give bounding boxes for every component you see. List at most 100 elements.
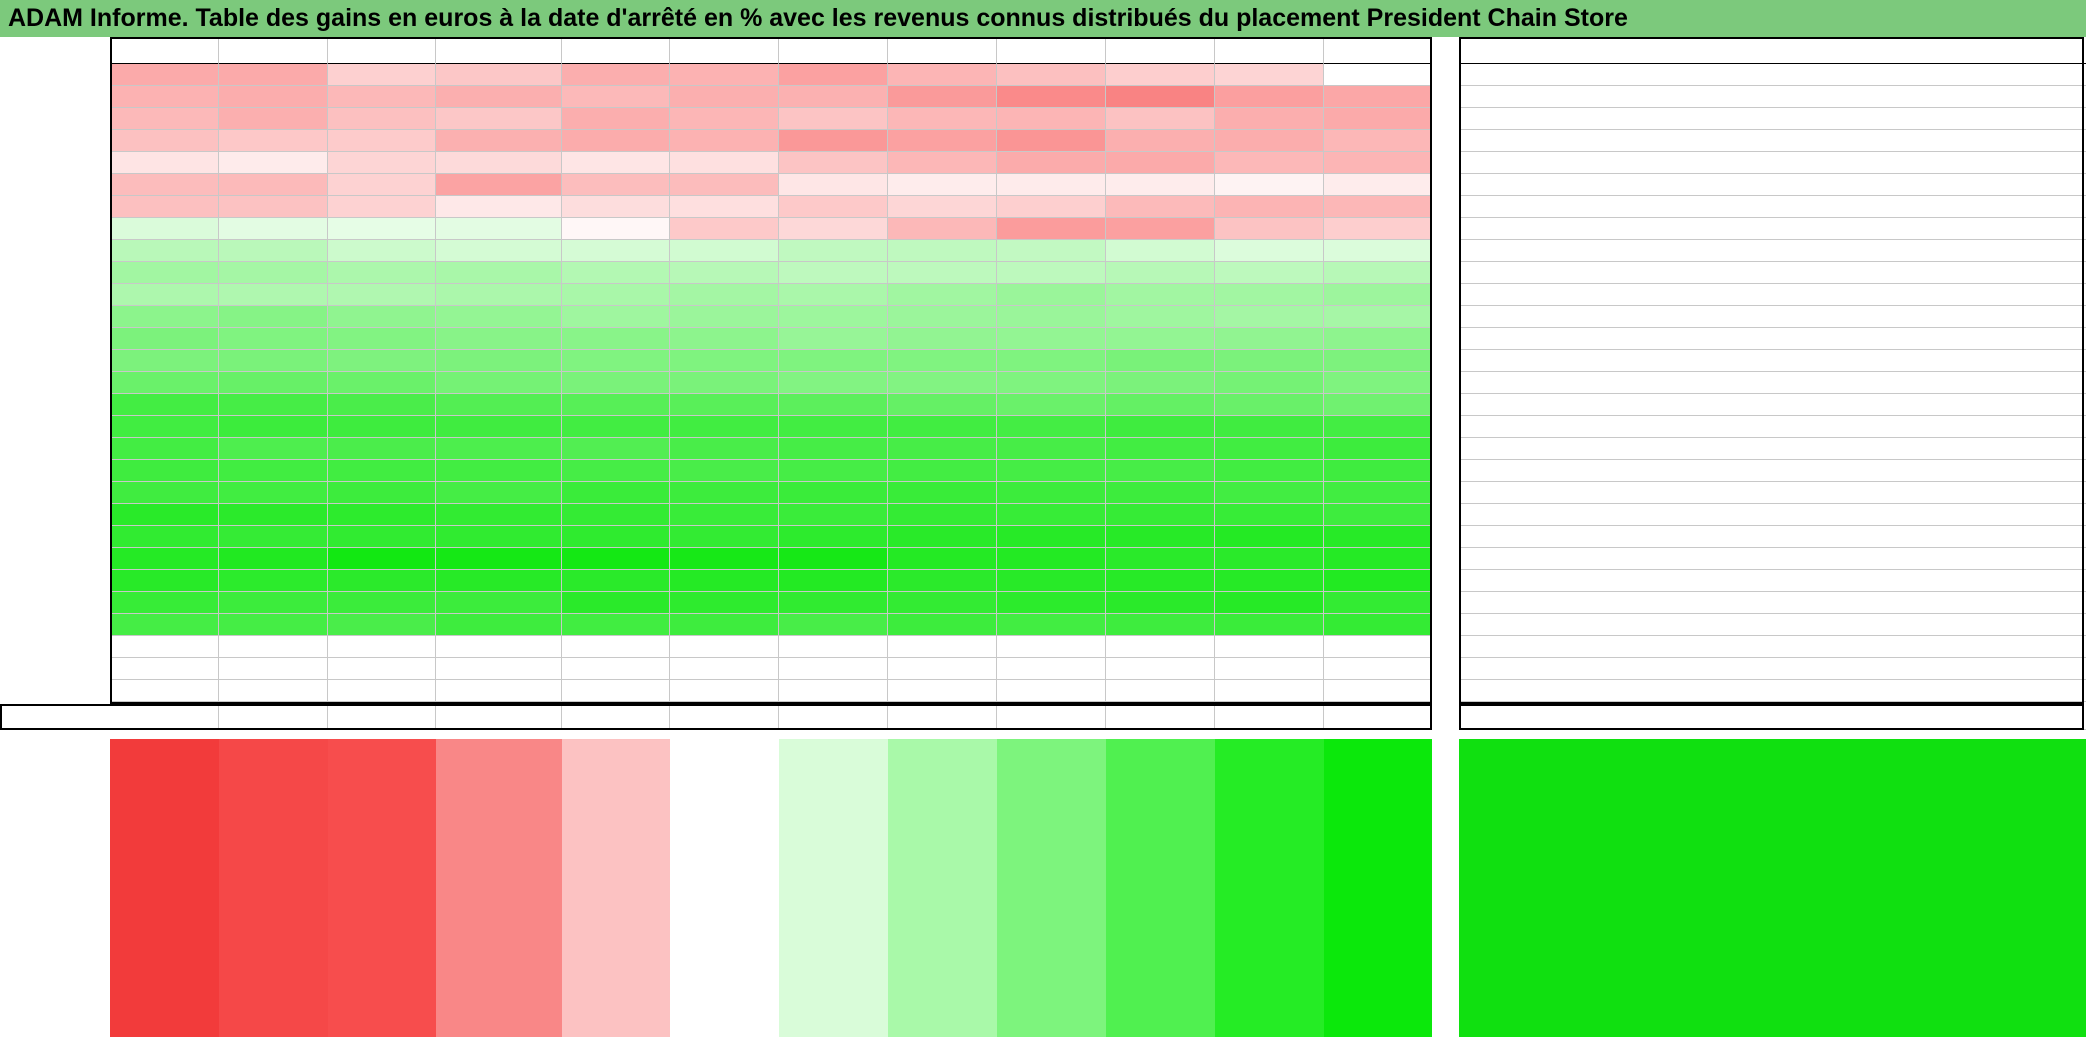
table-cell xyxy=(219,306,328,328)
table-cell xyxy=(562,614,670,636)
annual-rate-cell xyxy=(1459,614,2086,636)
table-cell xyxy=(888,372,997,394)
year-label xyxy=(0,680,110,702)
table-cell xyxy=(1324,592,1432,614)
table-cell xyxy=(110,262,219,284)
table-cell xyxy=(888,130,997,152)
table-cell xyxy=(436,64,562,86)
table-cell xyxy=(1215,592,1324,614)
table-cell xyxy=(1324,64,1432,86)
table-cell xyxy=(1324,196,1432,218)
table-cell xyxy=(1215,86,1324,108)
table-cell xyxy=(1215,240,1324,262)
table-cell xyxy=(1215,636,1324,658)
table-cell xyxy=(1324,504,1432,526)
table-cell xyxy=(219,658,328,680)
table-cell xyxy=(670,196,779,218)
table-cell xyxy=(219,86,328,108)
table-cell xyxy=(670,350,779,372)
table-cell xyxy=(436,240,562,262)
table-cell xyxy=(1215,460,1324,482)
table-cell xyxy=(997,548,1106,570)
month-header-12 xyxy=(1324,37,1432,65)
table-cell xyxy=(888,196,997,218)
table-cell xyxy=(888,658,997,680)
scale-label xyxy=(0,739,110,1037)
table-cell xyxy=(888,504,997,526)
table-cell xyxy=(1215,196,1324,218)
annual-rate-cell xyxy=(1459,482,2086,504)
table-cell xyxy=(1215,548,1324,570)
table-cell xyxy=(888,482,997,504)
table-cell xyxy=(997,174,1106,196)
annual-rate-cell xyxy=(1459,350,2086,372)
annual-rate-cell xyxy=(1459,218,2086,240)
annual-rate-cell xyxy=(1459,306,2086,328)
annual-rate-cell xyxy=(1459,108,2086,130)
table-cell xyxy=(1106,218,1215,240)
table-cell xyxy=(670,108,779,130)
table-cell xyxy=(562,218,670,240)
table-cell xyxy=(436,614,562,636)
table-cell xyxy=(779,64,888,86)
table-cell xyxy=(779,306,888,328)
table-cell xyxy=(436,86,562,108)
year-label xyxy=(0,548,110,570)
table-cell xyxy=(1324,284,1432,306)
table-cell xyxy=(562,636,670,658)
table-cell xyxy=(1106,438,1215,460)
table-cell xyxy=(1215,526,1324,548)
table-cell xyxy=(888,152,997,174)
table-cell xyxy=(110,658,219,680)
table-cell xyxy=(1215,570,1324,592)
table-cell xyxy=(997,658,1106,680)
table-cell xyxy=(888,218,997,240)
footer-rate-cell xyxy=(779,704,888,730)
table-cell xyxy=(1215,372,1324,394)
table-cell xyxy=(562,394,670,416)
table-cell xyxy=(670,152,779,174)
table-cell xyxy=(328,680,436,702)
scale-swatch xyxy=(328,739,436,1037)
table-cell xyxy=(1324,526,1432,548)
table-cell xyxy=(110,570,219,592)
year-label xyxy=(0,64,110,86)
table-cell xyxy=(997,614,1106,636)
table-cell xyxy=(1324,636,1432,658)
table-cell xyxy=(670,262,779,284)
table-cell xyxy=(997,416,1106,438)
table-cell xyxy=(436,108,562,130)
table-cell xyxy=(219,174,328,196)
table-cell xyxy=(779,174,888,196)
table-cell xyxy=(562,306,670,328)
annual-rate-cell xyxy=(1459,526,2086,548)
table-cell xyxy=(110,438,219,460)
year-label xyxy=(0,174,110,196)
table-cell xyxy=(779,328,888,350)
table-cell xyxy=(1324,570,1432,592)
table-cell xyxy=(328,64,436,86)
scale-annual-swatch xyxy=(1459,739,2086,1037)
table-cell xyxy=(997,306,1106,328)
table-cell xyxy=(670,592,779,614)
annual-rate-cell xyxy=(1459,548,2086,570)
year-label xyxy=(0,306,110,328)
table-cell xyxy=(219,680,328,702)
table-cell xyxy=(1324,86,1432,108)
table-cell xyxy=(562,240,670,262)
table-cell xyxy=(1215,174,1324,196)
table-cell xyxy=(1106,108,1215,130)
table-cell xyxy=(1106,350,1215,372)
footer-rate-cell xyxy=(1106,704,1215,730)
footer-rate-cell xyxy=(670,704,779,730)
year-label xyxy=(0,196,110,218)
annual-rate-cell xyxy=(1459,328,2086,350)
annual-rate-cell xyxy=(1459,438,2086,460)
table-cell xyxy=(1324,350,1432,372)
table-cell xyxy=(219,218,328,240)
table-cell xyxy=(436,394,562,416)
year-label xyxy=(0,482,110,504)
table-cell xyxy=(670,438,779,460)
table-cell xyxy=(888,284,997,306)
annual-rate-cell xyxy=(1459,636,2086,658)
